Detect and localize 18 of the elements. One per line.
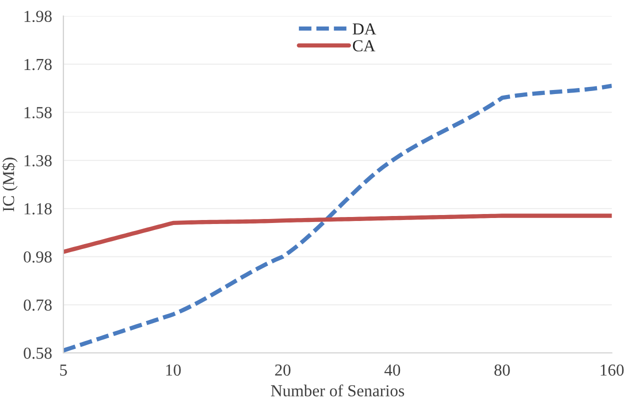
legend-label: CA — [352, 40, 376, 52]
x-tick-label: 40 — [384, 364, 400, 376]
x-tick-label: 80 — [494, 364, 510, 376]
y-tick-label: 1.18 — [24, 203, 52, 215]
y-tick-label: 0.98 — [24, 251, 52, 263]
legend-label: DA — [352, 23, 376, 34]
x-axis-title: Number of Senarios — [270, 384, 404, 396]
y-tick-label: 1.78 — [24, 58, 52, 70]
x-tick-label: 160 — [600, 364, 624, 376]
x-tick-label: 10 — [166, 364, 181, 376]
x-tick-label: 20 — [275, 364, 290, 376]
x-tick-label: 5 — [60, 364, 67, 376]
y-tick-label: 0.78 — [24, 299, 52, 311]
y-axis-title: IC (M$) — [2, 158, 18, 212]
y-tick-label: 1.98 — [24, 10, 52, 22]
y-tick-label: 1.58 — [24, 106, 52, 118]
y-tick-label: 1.38 — [24, 155, 52, 166]
y-tick-label: 0.58 — [24, 348, 52, 359]
